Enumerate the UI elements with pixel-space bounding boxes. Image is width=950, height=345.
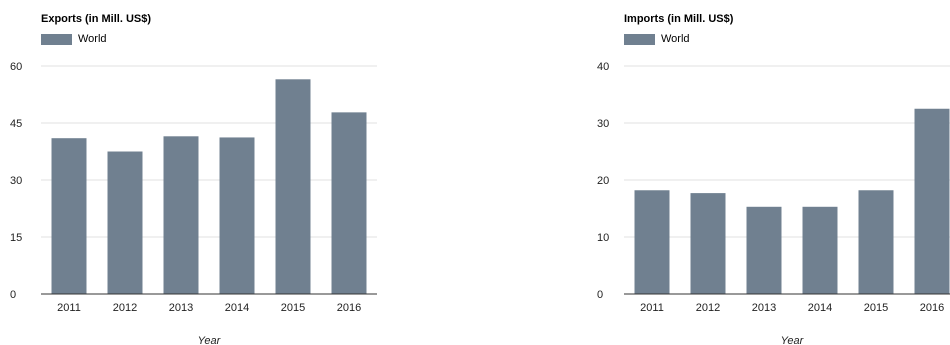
- y-tick-label: 30: [10, 175, 22, 187]
- y-tick-label: 45: [10, 118, 22, 130]
- bar: [746, 206, 782, 294]
- y-tick-label: 0: [597, 289, 603, 301]
- x-tick-label: 2012: [113, 302, 137, 314]
- bar: [802, 206, 838, 294]
- x-tick-label: 2014: [225, 302, 249, 314]
- y-tick-label: 15: [10, 232, 22, 244]
- exports-bar-chart: 0 15 30 45 60 2011 2012 2013 2014 2015 2016 Year: [10, 61, 377, 345]
- y-tick-label: 40: [597, 61, 609, 73]
- y-tick-label: 0: [10, 289, 16, 301]
- bar: [690, 193, 726, 294]
- bar: [331, 112, 367, 294]
- exports-chart-panel: Exports (in Mill. US$) World 0 15 30 45 60 20…: [10, 13, 377, 345]
- y-tick-label: 60: [10, 61, 22, 73]
- bar: [634, 190, 670, 294]
- x-tick-label: 2011: [57, 302, 81, 314]
- x-tick-label: 2014: [808, 302, 832, 314]
- x-axis-title: Year: [781, 335, 805, 345]
- bar: [51, 138, 87, 294]
- x-tick-label: 2016: [920, 302, 944, 314]
- x-tick-label: 2015: [281, 302, 305, 314]
- x-tick-label: 2013: [169, 302, 193, 314]
- legend-label: World: [661, 33, 690, 45]
- bar: [163, 136, 199, 294]
- legend-swatch: [624, 33, 655, 45]
- imports-chart-panel: Imports (in Mill. US$) World 0 10 20 30 40 20…: [583, 0, 950, 345]
- y-tick-label: 30: [597, 118, 609, 130]
- bar: [219, 137, 255, 294]
- bar: [858, 190, 894, 294]
- x-tick-label: 2011: [640, 302, 664, 314]
- bar: [275, 79, 311, 294]
- imports-bar-chart: 0 10 20 30 40 2011 2012 2013 2014 2015 2016 Year: [597, 61, 950, 345]
- legend-label: World: [78, 33, 107, 45]
- x-tick-label: 2013: [752, 302, 776, 314]
- x-tick-label: 2015: [864, 302, 888, 314]
- y-tick-label: 10: [597, 232, 609, 244]
- bar: [914, 108, 950, 294]
- y-tick-label: 20: [597, 175, 609, 187]
- chart-legend: World: [624, 33, 690, 45]
- legend-swatch: [41, 33, 72, 45]
- x-tick-label: 2016: [337, 302, 361, 314]
- bar: [107, 151, 143, 294]
- x-axis-title: Year: [198, 335, 222, 345]
- chart-title: Exports (in Mill. US$): [41, 13, 152, 25]
- chart-title: Imports (in Mill. US$): [624, 13, 734, 25]
- x-tick-label: 2012: [696, 302, 720, 314]
- chart-legend: World: [41, 33, 107, 45]
